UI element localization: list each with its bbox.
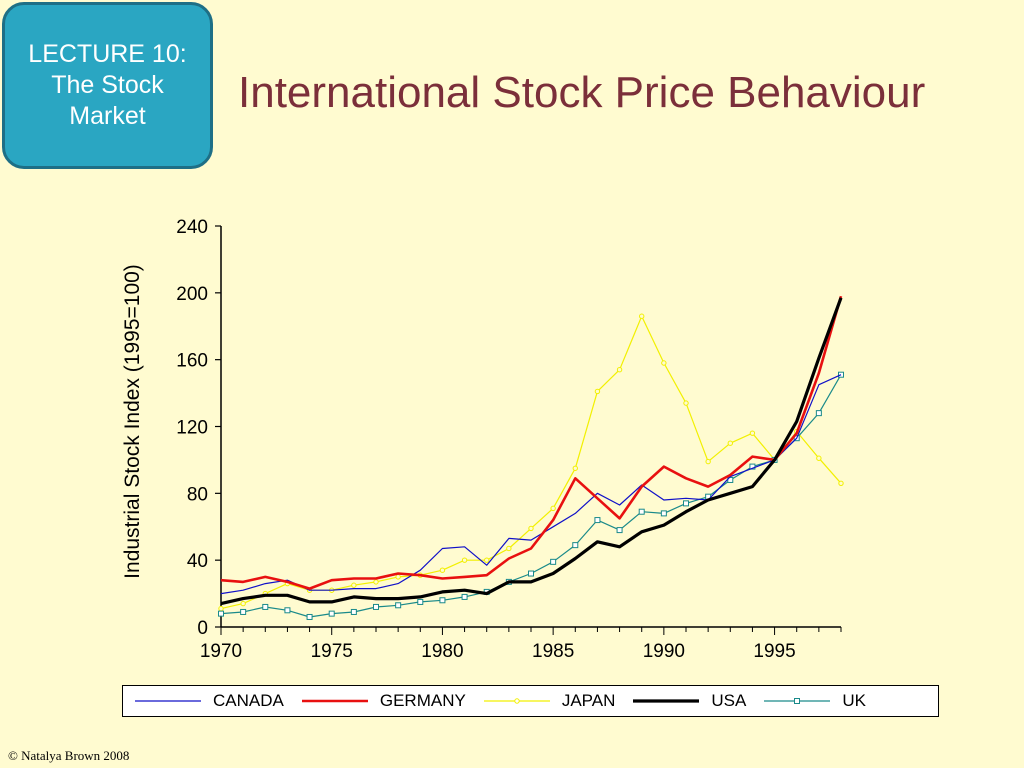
- data-point-uk: [417, 598, 424, 605]
- data-point-japan: [572, 465, 578, 471]
- data-point-japan: [439, 567, 446, 573]
- data-point-uk: [218, 610, 224, 617]
- data-point-uk: [749, 463, 756, 470]
- y-tick-label: 160: [176, 351, 208, 372]
- data-point-japan: [373, 579, 379, 585]
- data-point-japan: [639, 313, 645, 319]
- data-point-uk: [815, 410, 822, 417]
- stock-index-chart: 0 40 80 120 160 200 240 1970 1975 1980 1985 1990 199…: [121, 217, 844, 662]
- y-tick-label: 0: [197, 618, 208, 639]
- legend-label-usa: USA: [711, 691, 747, 710]
- data-point-japan: [749, 430, 756, 436]
- chart-legend: CANADA GERMANY JAPAN USA UK: [122, 685, 939, 717]
- data-point-japan: [395, 574, 401, 580]
- legend-item-germany: GERMANY: [301, 686, 484, 716]
- data-point-japan: [351, 582, 357, 588]
- legend-label-germany: GERMANY: [379, 691, 466, 710]
- data-point-uk: [373, 603, 379, 610]
- data-point-uk: [262, 603, 269, 610]
- data-point-japan: [594, 388, 601, 395]
- legend-label-uk: UK: [842, 691, 866, 710]
- lecture-badge: LECTURE 10: The Stock Market: [2, 2, 213, 169]
- data-point-uk: [616, 527, 623, 534]
- x-tick-label: 1985: [532, 641, 574, 662]
- legend-swatch-germany: [301, 699, 368, 703]
- data-point-uk: [528, 570, 534, 577]
- legend-item-japan: JAPAN: [483, 686, 634, 716]
- data-point-japan: [461, 557, 468, 563]
- data-point-uk: [350, 608, 357, 615]
- legend-swatch-usa: [633, 699, 700, 703]
- y-tick-label: 40: [187, 551, 208, 572]
- x-tick-label: 1990: [643, 641, 685, 662]
- data-point-uk: [439, 597, 446, 604]
- data-point-uk: [306, 613, 313, 620]
- y-tick-label: 240: [176, 217, 208, 238]
- legend-item-canada: CANADA: [123, 686, 302, 716]
- data-point-uk: [594, 517, 601, 524]
- series-line-germany: [220, 295, 843, 590]
- data-point-uk: [638, 508, 645, 515]
- data-point-japan: [484, 557, 490, 563]
- data-point-japan: [683, 400, 689, 406]
- x-tick-label: 1995: [753, 641, 795, 662]
- x-tick-label: 1980: [421, 641, 463, 662]
- data-point-japan: [240, 600, 246, 607]
- legend-label-canada: CANADA: [213, 691, 284, 710]
- data-point-uk: [395, 602, 402, 609]
- data-point-japan: [528, 525, 534, 532]
- legend-swatch-canada: [135, 700, 201, 702]
- data-point-uk: [328, 610, 335, 617]
- data-point-japan: [816, 455, 822, 461]
- y-tick-label: 200: [176, 284, 208, 305]
- y-tick-label: 80: [187, 484, 208, 505]
- legend-label-japan: JAPAN: [561, 691, 616, 710]
- legend-item-uk: UK: [764, 686, 884, 716]
- badge-line-2: The Stock: [51, 71, 164, 99]
- data-point-japan: [727, 440, 733, 446]
- copyright-footer: © Natalya Brown 2008: [8, 748, 130, 763]
- y-axis-label: Industrial Stock Index (1995=100): [121, 264, 144, 579]
- x-tick-label: 1970: [200, 641, 242, 662]
- series-line-usa: [220, 297, 843, 606]
- data-point-uk: [683, 500, 689, 507]
- data-point-uk: [660, 510, 667, 517]
- legend-item-usa: USA: [633, 686, 764, 716]
- legend-swatch-uk: [764, 698, 831, 704]
- data-point-uk: [461, 593, 468, 600]
- data-point-uk: [284, 607, 291, 614]
- data-point-japan: [661, 360, 667, 366]
- data-point-uk: [240, 608, 247, 615]
- series-line-japan: [220, 315, 842, 610]
- data-point-japan: [838, 480, 844, 487]
- y-tick-label: 120: [176, 418, 208, 439]
- data-point-uk: [550, 558, 557, 565]
- data-point-japan: [616, 366, 623, 373]
- x-tick-label: 1975: [311, 641, 353, 662]
- slide-title: International Stock Price Behaviour: [238, 68, 926, 117]
- legend-swatch-japan: [483, 698, 550, 704]
- series-line-canada: [220, 374, 842, 595]
- data-point-japan: [550, 505, 556, 512]
- data-point-japan: [705, 458, 711, 465]
- data-point-japan: [218, 605, 224, 612]
- data-point-uk: [572, 542, 579, 549]
- badge-line-3: Market: [69, 102, 146, 130]
- data-point-japan: [506, 545, 512, 552]
- badge-line-1: LECTURE 10:: [28, 40, 187, 68]
